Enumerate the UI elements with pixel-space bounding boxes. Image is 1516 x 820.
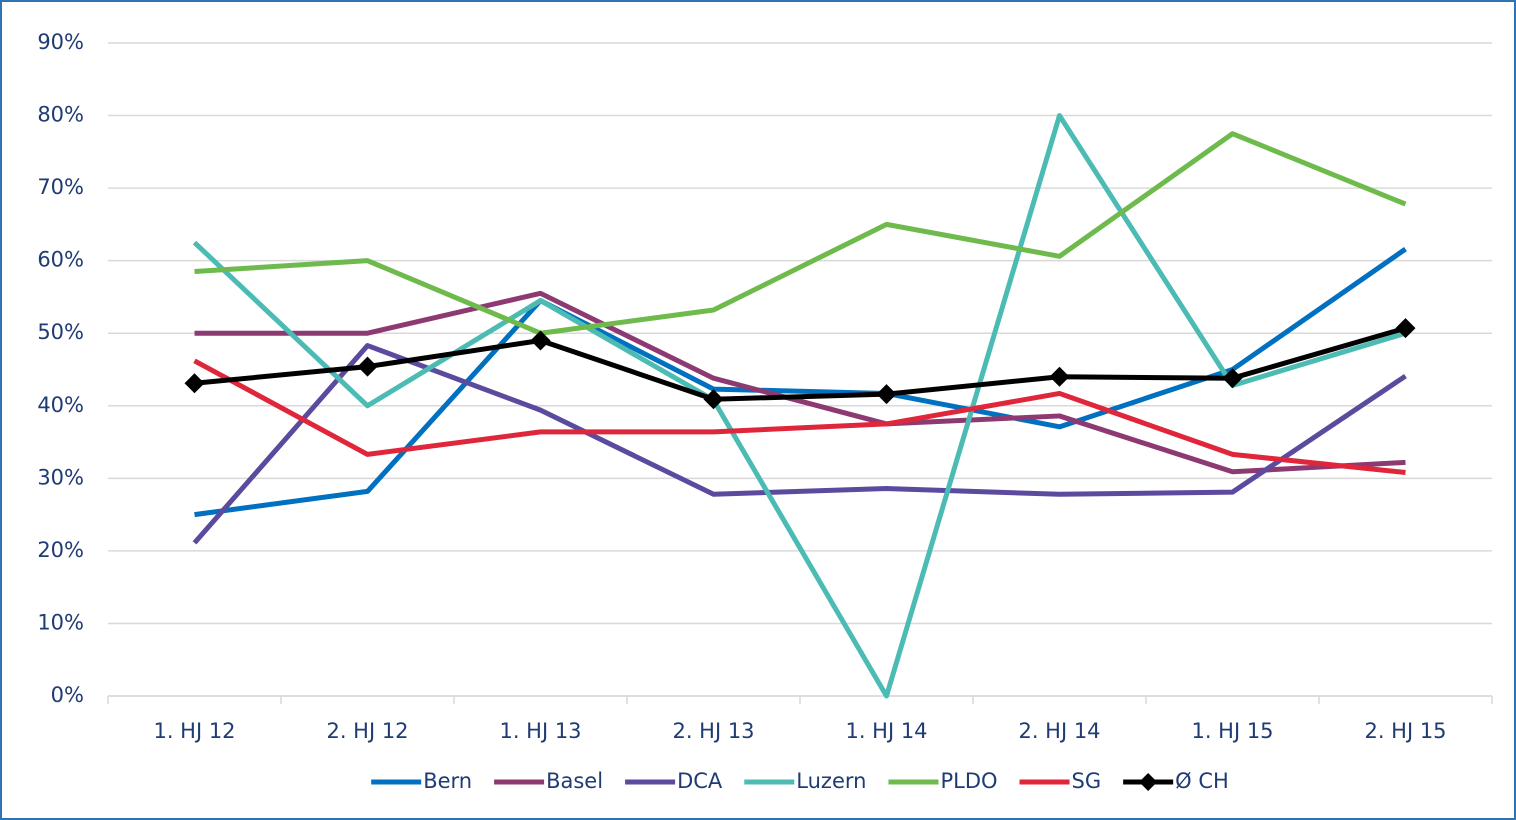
series-line <box>193 358 1406 476</box>
y-tick-label: 10% <box>37 610 84 634</box>
legend-label: Basel <box>546 769 603 793</box>
y-tick-label: 0% <box>51 683 84 707</box>
legend-label: DCA <box>677 769 723 793</box>
legend-marker <box>1139 773 1158 791</box>
point-marker <box>357 356 378 377</box>
x-tick-label: 2. HJ 15 <box>1364 719 1446 743</box>
point-marker <box>876 384 897 405</box>
y-tick-label: 20% <box>37 538 84 562</box>
x-tick-label: 2. HJ 14 <box>1018 719 1100 743</box>
y-tick-label: 70% <box>37 175 84 199</box>
x-tick-label: 1. HJ 13 <box>499 719 581 743</box>
x-tick-label: 1. HJ 12 <box>153 719 235 743</box>
series-line <box>192 113 1407 699</box>
legend-label: PLDO <box>940 769 997 793</box>
series-line <box>194 131 1407 336</box>
y-tick-label: 80% <box>37 103 84 127</box>
series-line <box>192 343 1407 545</box>
legend-label: Bern <box>423 769 472 793</box>
legend-label: SG <box>1072 769 1102 793</box>
x-tick-label: 2. HJ 13 <box>672 719 754 743</box>
series-line <box>194 290 1406 475</box>
x-tick-label: 1. HJ 15 <box>1191 719 1273 743</box>
y-tick-label: 40% <box>37 393 84 417</box>
point-marker <box>1222 368 1243 389</box>
y-tick-label: 60% <box>37 248 84 272</box>
legend-label: Ø CH <box>1175 769 1229 793</box>
y-tick-label: 30% <box>37 465 84 489</box>
x-tick-label: 2. HJ 12 <box>326 719 408 743</box>
point-marker <box>1049 366 1070 387</box>
x-tick-label: 1. HJ 14 <box>845 719 927 743</box>
y-tick-label: 50% <box>37 320 84 344</box>
y-tick-label: 90% <box>37 30 84 54</box>
point-marker <box>1395 318 1416 339</box>
legend-label: Luzern <box>796 769 866 793</box>
point-marker <box>184 373 205 394</box>
series-line <box>194 325 1407 402</box>
point-marker <box>703 389 724 410</box>
point-marker <box>530 330 551 351</box>
